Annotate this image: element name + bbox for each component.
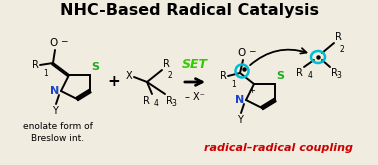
Text: radical–radical coupling: radical–radical coupling xyxy=(203,143,353,153)
Text: NHC-Based Radical Catalysis: NHC-Based Radical Catalysis xyxy=(59,3,319,18)
Text: R: R xyxy=(296,68,303,78)
Text: R: R xyxy=(220,71,227,81)
Text: +: + xyxy=(248,86,255,95)
Text: Y: Y xyxy=(237,115,243,125)
Text: S: S xyxy=(276,71,284,81)
Text: S: S xyxy=(91,62,99,72)
Text: 2: 2 xyxy=(340,45,345,54)
Text: 4: 4 xyxy=(308,71,313,80)
Text: 4: 4 xyxy=(154,99,159,108)
Text: R: R xyxy=(32,60,39,70)
Text: enolate form of
Breslow int.: enolate form of Breslow int. xyxy=(23,122,93,143)
Text: −: − xyxy=(60,36,68,45)
Text: 2: 2 xyxy=(168,71,173,80)
Text: X: X xyxy=(125,71,132,81)
Text: R: R xyxy=(143,96,150,106)
Text: 3: 3 xyxy=(171,99,176,108)
Text: 1: 1 xyxy=(231,80,236,89)
Text: −: − xyxy=(248,46,256,55)
Text: 3: 3 xyxy=(336,71,341,80)
Text: R: R xyxy=(166,96,173,106)
Text: R: R xyxy=(335,32,342,42)
Text: O: O xyxy=(50,38,58,48)
Text: N: N xyxy=(235,95,244,105)
Text: O: O xyxy=(238,48,246,58)
Text: 1: 1 xyxy=(43,69,48,78)
Text: Y: Y xyxy=(52,106,58,116)
Text: N: N xyxy=(50,86,59,96)
Text: SET: SET xyxy=(182,58,208,71)
Text: R: R xyxy=(163,59,170,69)
Text: – X⁻: – X⁻ xyxy=(185,92,205,102)
Text: R: R xyxy=(331,68,338,78)
Text: +: + xyxy=(108,75,120,89)
